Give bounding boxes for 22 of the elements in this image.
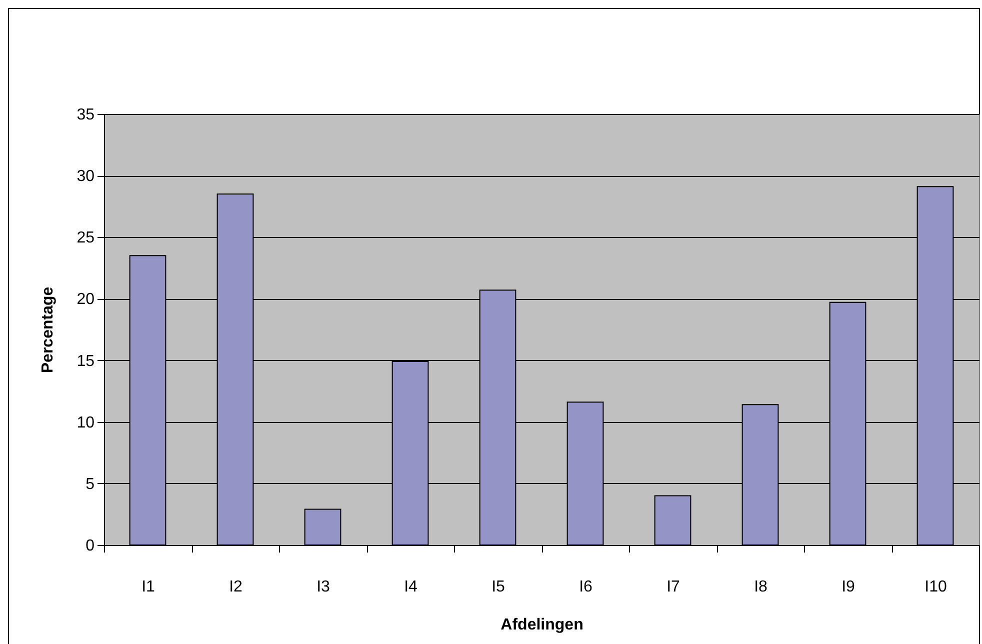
y-tick-label: 20 [76, 291, 95, 308]
x-tick-label: I8 [754, 578, 768, 596]
x-tick-label: I4 [404, 578, 418, 596]
x-axis-title: Afdelingen [500, 616, 584, 634]
y-tick-label: 15 [76, 352, 95, 370]
y-axis-title: Percentage [40, 286, 56, 374]
x-tick-label: I7 [666, 578, 680, 596]
x-tick-label: I9 [842, 578, 856, 596]
x-tick-label: I1 [142, 578, 156, 596]
x-tick-label: I3 [316, 578, 330, 596]
x-tick-label: I2 [229, 578, 243, 596]
bar [304, 508, 342, 546]
y-tick-label: 35 [76, 106, 95, 124]
y-tick-label: 30 [76, 168, 95, 186]
x-tick-label: I10 [924, 578, 947, 596]
y-tick-label: 10 [76, 414, 95, 432]
y-tick-label: 5 [86, 476, 95, 493]
bar [654, 495, 692, 546]
x-tick-label: I6 [579, 578, 593, 596]
x-tick-label: I5 [492, 578, 506, 596]
y-tick-label: 25 [76, 230, 95, 247]
y-tick-label: 0 [86, 538, 95, 554]
